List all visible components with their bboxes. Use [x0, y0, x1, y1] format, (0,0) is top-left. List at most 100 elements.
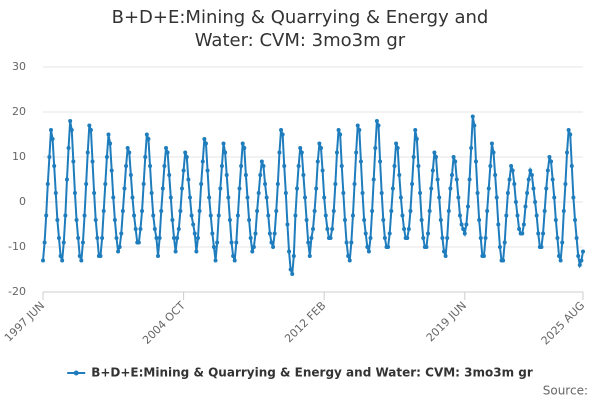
point: [360, 191, 365, 195]
point: [427, 209, 432, 213]
point: [269, 240, 274, 245]
point: [290, 272, 295, 276]
point: [467, 177, 472, 182]
legend-label: B+D+E:Mining & Quarrying & Energy and Wa…: [91, 366, 533, 380]
point: [408, 209, 413, 213]
point: [542, 209, 547, 213]
point: [223, 150, 228, 155]
point: [108, 141, 113, 146]
point: [573, 218, 578, 222]
point: [553, 218, 558, 222]
point: [266, 213, 271, 218]
legend-marker: [73, 370, 79, 376]
point: [378, 159, 383, 164]
point: [488, 164, 493, 168]
point: [304, 218, 309, 222]
point: [267, 231, 272, 236]
point: [456, 195, 461, 200]
point: [373, 146, 378, 150]
point: [66, 146, 71, 150]
point: [149, 191, 154, 195]
point: [446, 209, 451, 213]
point: [84, 182, 89, 186]
point: [42, 240, 47, 245]
point: [357, 128, 362, 132]
point: [199, 182, 204, 186]
point: [85, 150, 90, 155]
point: [400, 213, 405, 218]
point: [325, 227, 330, 231]
point: [100, 236, 105, 240]
point: [231, 254, 236, 258]
point: [382, 236, 387, 240]
point: [323, 213, 328, 218]
point: [88, 128, 93, 132]
y-tick-label: -20: [8, 285, 26, 298]
point: [293, 213, 298, 218]
point: [435, 177, 440, 182]
point: [47, 155, 52, 159]
point: [481, 254, 486, 258]
point: [314, 186, 319, 191]
point: [443, 254, 448, 258]
point: [509, 164, 514, 168]
point: [103, 182, 108, 186]
point: [253, 231, 258, 236]
point: [473, 159, 478, 164]
point: [179, 186, 184, 191]
point: [461, 227, 466, 231]
point: [317, 141, 322, 146]
point: [127, 150, 132, 155]
point: [162, 164, 167, 168]
point: [547, 155, 552, 159]
y-tick-label: 0: [19, 195, 26, 208]
point: [197, 209, 202, 213]
point: [457, 213, 462, 218]
point: [159, 209, 164, 213]
point: [178, 209, 183, 213]
point: [568, 132, 573, 137]
point: [251, 245, 256, 249]
point: [577, 263, 582, 267]
point: [194, 249, 199, 254]
point: [111, 195, 116, 200]
point: [440, 236, 445, 240]
point: [58, 254, 63, 258]
point: [141, 182, 146, 186]
point: [154, 236, 159, 240]
point: [45, 182, 50, 186]
point: [287, 249, 292, 254]
point: [125, 146, 130, 150]
point: [237, 186, 242, 191]
point: [156, 254, 161, 258]
point: [282, 164, 287, 168]
point: [272, 231, 277, 236]
point: [438, 218, 443, 222]
point: [104, 155, 109, 159]
point: [56, 236, 61, 240]
point: [55, 218, 60, 222]
point: [347, 258, 352, 263]
point: [464, 222, 469, 227]
point: [320, 168, 325, 173]
point: [541, 231, 546, 236]
point: [525, 191, 530, 195]
point: [496, 222, 501, 227]
point: [576, 254, 581, 258]
point: [453, 159, 458, 164]
point: [491, 150, 496, 155]
point: [395, 146, 400, 150]
point: [240, 141, 245, 146]
point: [71, 159, 76, 164]
point: [122, 186, 127, 191]
source: Source:: [543, 384, 588, 398]
point: [76, 236, 81, 240]
point: [172, 236, 177, 240]
point: [53, 191, 58, 195]
point: [95, 236, 100, 240]
point: [465, 204, 470, 209]
point: [470, 114, 475, 119]
point: [90, 159, 95, 164]
point: [528, 168, 533, 173]
point: [475, 191, 480, 195]
